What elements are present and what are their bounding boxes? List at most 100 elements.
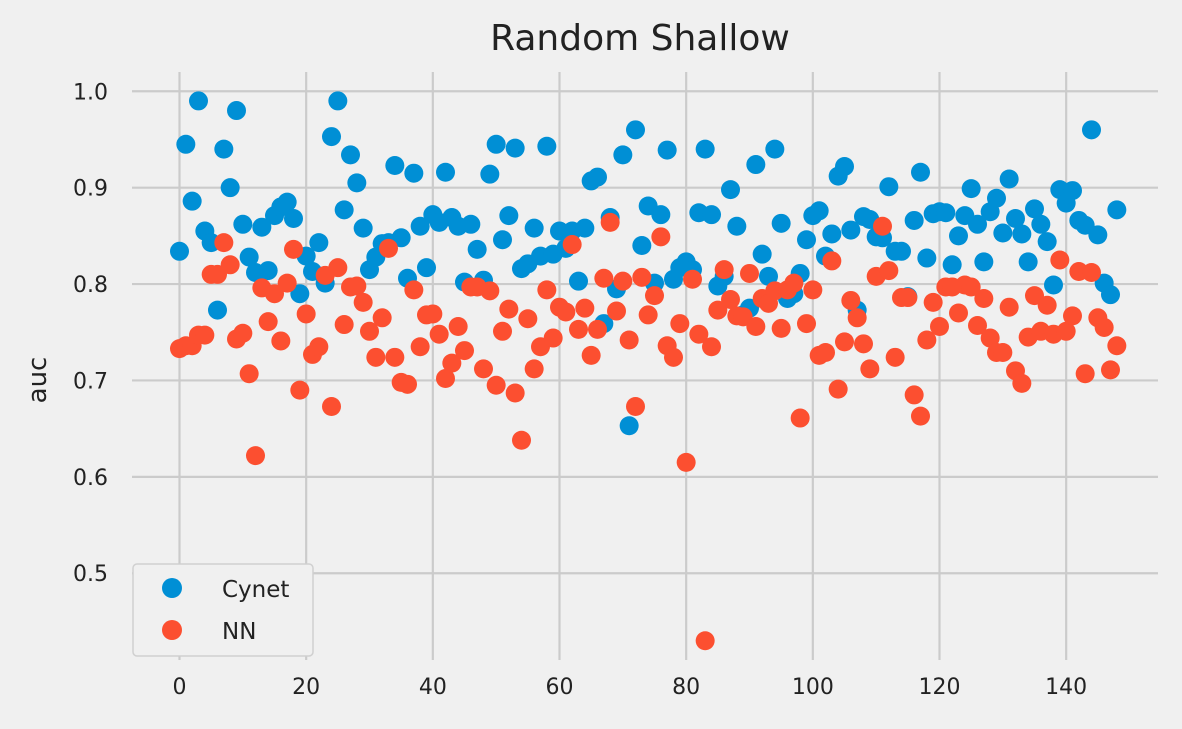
point-nn: [784, 273, 804, 293]
point-nn: [930, 316, 949, 336]
point-cynet: [322, 127, 341, 147]
point-cynet: [702, 205, 721, 225]
point-nn: [974, 289, 994, 309]
y-tick-label: 0.6: [73, 466, 108, 491]
point-cynet: [626, 120, 645, 140]
point-cynet: [233, 214, 253, 234]
point-cynet: [410, 216, 430, 236]
point-nn: [949, 303, 968, 323]
point-nn: [537, 280, 557, 300]
point-cynet: [214, 139, 234, 159]
point-nn: [480, 281, 500, 301]
x-tick-label: 20: [292, 675, 320, 700]
point-cynet: [334, 200, 354, 220]
point-nn: [879, 261, 899, 281]
point-nn: [898, 288, 918, 308]
point-nn: [835, 332, 854, 352]
point-nn: [790, 408, 810, 428]
point-nn: [746, 316, 766, 336]
point-nn: [917, 330, 937, 350]
point-cynet: [809, 201, 829, 221]
point-nn: [347, 276, 367, 296]
point-nn: [239, 364, 259, 384]
point-cynet: [841, 220, 861, 240]
point-nn: [1082, 262, 1101, 282]
point-nn: [841, 290, 861, 310]
point-nn: [885, 347, 905, 367]
point-nn: [410, 337, 430, 357]
point-nn: [968, 316, 987, 336]
point-nn: [803, 280, 823, 300]
point-cynet: [176, 134, 196, 154]
point-cynet: [936, 203, 956, 223]
point-nn: [676, 452, 696, 472]
point-cynet: [987, 188, 1006, 208]
point-cynet: [189, 91, 208, 111]
point-cynet: [974, 252, 994, 272]
legend-marker-nn: [162, 620, 182, 640]
point-nn: [923, 292, 943, 312]
point-cynet: [835, 156, 854, 176]
point-nn: [543, 328, 563, 348]
point-nn: [714, 260, 734, 280]
point-cynet: [961, 179, 981, 199]
point-nn: [448, 316, 468, 336]
point-nn: [505, 383, 525, 403]
point-cynet: [252, 217, 272, 237]
series-nn: [170, 212, 1127, 651]
point-cynet: [258, 261, 278, 281]
point-cynet: [999, 169, 1019, 189]
point-cynet: [1088, 225, 1108, 245]
point-cynet: [613, 145, 633, 165]
point-nn: [600, 212, 620, 232]
point-nn: [328, 258, 348, 278]
point-nn: [828, 379, 848, 399]
legend: Cynet NN: [132, 563, 314, 657]
point-nn: [664, 347, 683, 367]
point-cynet: [353, 218, 373, 238]
point-cynet: [220, 178, 240, 198]
point-cynet: [1018, 252, 1038, 272]
point-cynet: [537, 136, 557, 156]
x-tick-label: 80: [672, 675, 700, 700]
point-cynet: [569, 271, 588, 291]
point-nn: [993, 343, 1013, 363]
point-nn: [1075, 364, 1095, 384]
point-nn: [499, 299, 519, 319]
point-nn: [474, 359, 493, 379]
point-cynet: [436, 162, 455, 182]
point-nn: [455, 341, 474, 361]
legend-label-cynet: Cynet: [222, 577, 289, 603]
point-cynet: [290, 284, 310, 304]
point-nn: [1107, 336, 1127, 356]
point-nn: [1056, 321, 1076, 341]
point-nn: [740, 263, 759, 283]
point-cynet: [499, 206, 519, 226]
point-cynet: [917, 248, 937, 268]
point-nn: [284, 239, 303, 259]
point-nn: [258, 312, 278, 332]
point-cynet: [467, 239, 487, 259]
point-cynet: [765, 139, 785, 159]
point-cynet: [727, 216, 747, 236]
point-nn: [670, 314, 690, 334]
point-nn: [246, 446, 265, 466]
point-nn: [911, 406, 930, 426]
point-cynet: [493, 230, 512, 250]
point-nn: [645, 286, 664, 306]
point-nn: [575, 298, 595, 318]
point-cynet: [771, 213, 791, 233]
point-nn: [1037, 295, 1057, 315]
point-cynet: [1006, 209, 1025, 229]
point-nn: [816, 343, 835, 363]
x-tick-label: 40: [419, 675, 447, 700]
point-cynet: [759, 266, 778, 286]
x-tick-label: 100: [792, 675, 834, 700]
y-tick-labels: 0.5 0.6 0.7 0.8 0.9 1.0: [73, 80, 108, 587]
point-cynet: [328, 91, 348, 111]
chart-title: Random Shallow: [490, 18, 790, 59]
point-nn: [214, 233, 234, 253]
point-nn: [233, 323, 253, 343]
data-points: [170, 91, 1127, 651]
